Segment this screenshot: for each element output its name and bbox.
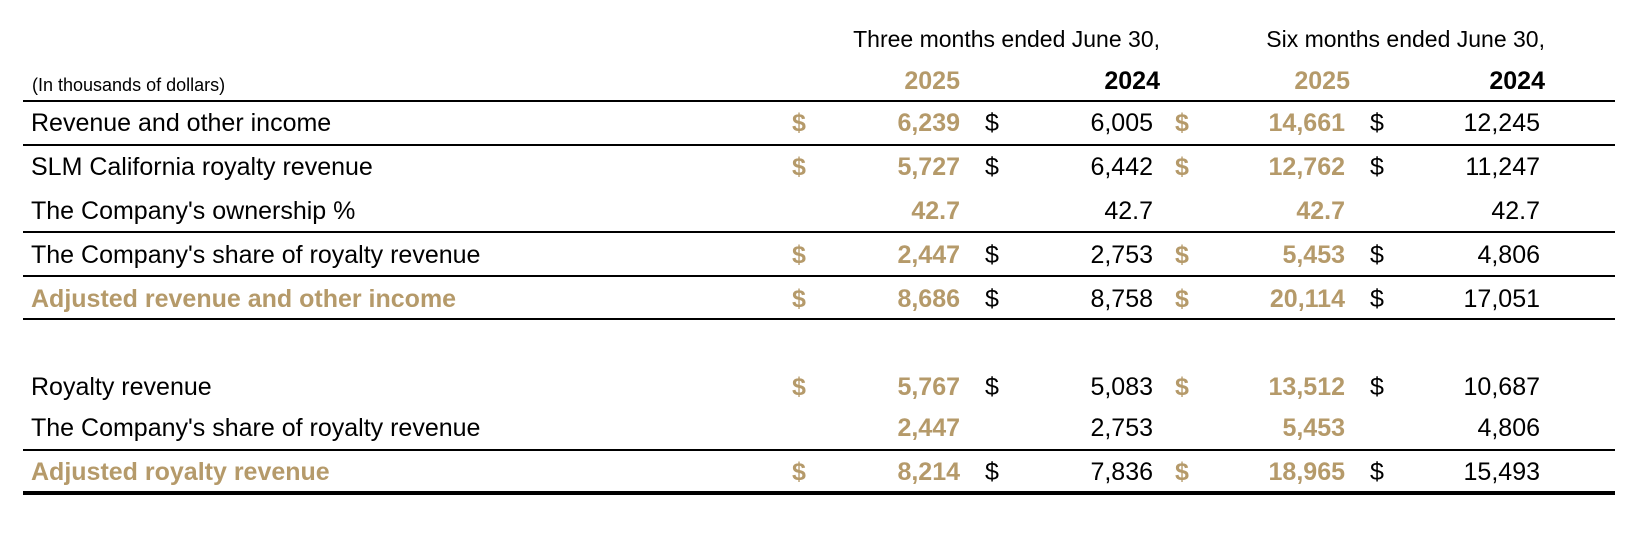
- row-value: 8,758: [1090, 285, 1153, 313]
- row-value: 11,247: [1465, 153, 1540, 181]
- year-header-ytd-2025: 2025: [1294, 67, 1350, 95]
- row-value: 2,753: [1090, 414, 1153, 442]
- header-six-months: Six months ended June 30,: [1266, 26, 1545, 52]
- currency-symbol: $: [985, 373, 999, 401]
- currency-symbol: $: [985, 458, 999, 486]
- row-value: 2,447: [897, 241, 960, 269]
- row-value: 20,114: [1269, 285, 1345, 313]
- currency-symbol: $: [792, 285, 806, 313]
- table-rule: [23, 100, 1615, 102]
- row-value: 5,727: [897, 153, 960, 181]
- currency-symbol: $: [1370, 458, 1384, 486]
- currency-symbol: $: [792, 241, 806, 269]
- year-header-ytd-2024: 2024: [1489, 67, 1545, 95]
- currency-symbol: $: [985, 241, 999, 269]
- units-label: (In thousands of dollars): [32, 75, 226, 95]
- row-value: 8,686: [897, 285, 960, 313]
- row-value: 15,493: [1463, 458, 1540, 486]
- row-value: 2,753: [1090, 241, 1153, 269]
- currency-symbol: $: [792, 458, 806, 486]
- currency-symbol: $: [985, 285, 999, 313]
- table-rule: [23, 449, 1615, 451]
- row-value: 6,239: [897, 109, 960, 137]
- row-value: 42.7: [1296, 197, 1345, 225]
- row-value: 10,687: [1463, 373, 1540, 401]
- table-rule: [23, 318, 1615, 320]
- currency-symbol: $: [1370, 285, 1384, 313]
- row-value: 4,806: [1477, 414, 1540, 442]
- row-value: 7,836: [1090, 458, 1153, 486]
- row-value: 42.7: [1491, 197, 1540, 225]
- table-rule: [23, 144, 1615, 146]
- row-value: 2,447: [897, 414, 960, 442]
- row-value: 13,512: [1268, 373, 1345, 401]
- currency-symbol: $: [1370, 241, 1384, 269]
- row-value: 12,245: [1463, 109, 1540, 137]
- row-value: 6,005: [1090, 109, 1153, 137]
- row-label: Royalty revenue: [31, 373, 212, 401]
- row-value: 42.7: [1104, 197, 1153, 225]
- currency-symbol: $: [1175, 458, 1189, 486]
- row-value: 6,442: [1090, 153, 1153, 181]
- currency-symbol: $: [1370, 373, 1384, 401]
- currency-symbol: $: [1175, 241, 1189, 269]
- currency-symbol: $: [792, 373, 806, 401]
- row-value: 18,965: [1268, 458, 1345, 486]
- row-label: The Company's share of royalty revenue: [31, 241, 481, 269]
- currency-symbol: $: [1175, 285, 1189, 313]
- year-header-q-2025: 2025: [904, 67, 960, 95]
- row-label: Adjusted royalty revenue: [31, 458, 330, 486]
- row-value: 12,762: [1268, 153, 1345, 181]
- currency-symbol: $: [1370, 109, 1384, 137]
- row-value: 5,083: [1090, 373, 1153, 401]
- row-value: 4,806: [1477, 241, 1540, 269]
- currency-symbol: $: [792, 109, 806, 137]
- row-value: 14,661: [1268, 109, 1345, 137]
- table-rule: [23, 491, 1615, 495]
- currency-symbol: $: [985, 153, 999, 181]
- row-label: Revenue and other income: [31, 109, 332, 137]
- row-value: 8,214: [897, 458, 960, 486]
- currency-symbol: $: [1175, 109, 1189, 137]
- table-rule: [23, 231, 1615, 233]
- row-label: The Company's share of royalty revenue: [31, 414, 481, 442]
- year-header-q-2024: 2024: [1104, 67, 1160, 95]
- row-value: 17,051: [1463, 285, 1540, 313]
- table-rule: [23, 275, 1615, 277]
- row-value: 42.7: [911, 197, 960, 225]
- currency-symbol: $: [792, 153, 806, 181]
- currency-symbol: $: [1175, 153, 1189, 181]
- row-value: 5,453: [1282, 414, 1345, 442]
- row-label: Adjusted revenue and other income: [31, 285, 457, 313]
- row-label: SLM California royalty revenue: [31, 153, 373, 181]
- row-value: 5,767: [897, 373, 960, 401]
- currency-symbol: $: [985, 109, 999, 137]
- currency-symbol: $: [1175, 373, 1189, 401]
- header-three-months: Three months ended June 30,: [853, 26, 1160, 52]
- row-value: 5,453: [1282, 241, 1345, 269]
- currency-symbol: $: [1370, 153, 1384, 181]
- row-label: The Company's ownership %: [31, 197, 356, 225]
